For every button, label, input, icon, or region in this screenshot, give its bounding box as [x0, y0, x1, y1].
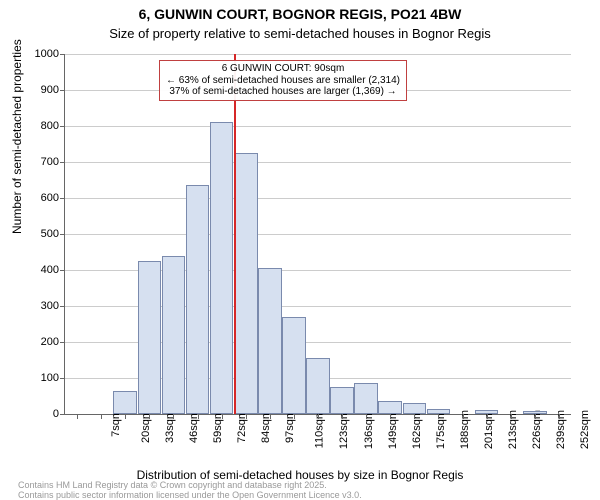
histogram-bar [523, 411, 547, 414]
x-tick-label: 7sqm [109, 410, 121, 437]
gridline [65, 162, 571, 163]
histogram-bar [282, 317, 306, 414]
y-tick-label: 200 [19, 336, 59, 348]
footer-line2: Contains public sector information licen… [18, 491, 362, 500]
x-tick-label: 188sqm [459, 410, 471, 449]
footer: Contains HM Land Registry data © Crown c… [18, 481, 362, 500]
histogram-bar [354, 383, 378, 414]
gridline [65, 198, 571, 199]
y-tick-label: 700 [19, 156, 59, 168]
x-tick-label: 213sqm [507, 410, 519, 449]
plot-area: 010020030040050060070080090010007sqm20sq… [64, 54, 571, 415]
reference-line [234, 54, 236, 414]
y-axis-title: Number of semi-detached properties [10, 39, 24, 234]
chart-subtitle: Size of property relative to semi-detach… [0, 26, 600, 41]
histogram-bar [427, 409, 451, 414]
y-tick-label: 100 [19, 372, 59, 384]
y-tick-label: 900 [19, 84, 59, 96]
gridline [65, 54, 571, 55]
y-tick-label: 0 [19, 408, 59, 420]
x-tick-label: 149sqm [387, 410, 399, 449]
x-tick-label: 252sqm [579, 410, 591, 449]
y-tick-label: 800 [19, 120, 59, 132]
annotation-line1: 6 GUNWIN COURT: 90sqm [166, 63, 400, 75]
histogram-bar [210, 122, 234, 414]
x-tick-label: 175sqm [435, 410, 447, 449]
histogram-bar [378, 401, 402, 414]
x-tick-label: 201sqm [483, 410, 495, 449]
histogram-bar [113, 391, 137, 414]
y-tick-label: 1000 [19, 48, 59, 60]
y-tick-label: 600 [19, 192, 59, 204]
chart-container: 6, GUNWIN COURT, BOGNOR REGIS, PO21 4BW … [0, 0, 600, 500]
y-tick-label: 400 [19, 264, 59, 276]
histogram-bar [162, 256, 186, 414]
annotation-line3: 37% of semi-detached houses are larger (… [166, 86, 400, 98]
x-tick-label: 136sqm [363, 410, 375, 449]
x-tick-label: 162sqm [411, 410, 423, 449]
histogram-bar [138, 261, 162, 414]
x-tick-label: 110sqm [314, 410, 326, 448]
histogram-bar [186, 185, 210, 414]
histogram-bar [330, 387, 354, 414]
histogram-bar [403, 403, 427, 414]
y-tick-label: 300 [19, 300, 59, 312]
chart-title: 6, GUNWIN COURT, BOGNOR REGIS, PO21 4BW [0, 6, 600, 22]
gridline [65, 126, 571, 127]
histogram-bar [475, 410, 499, 414]
y-tick-label: 500 [19, 228, 59, 240]
histogram-bar [258, 268, 282, 414]
gridline [65, 234, 571, 235]
histogram-bar [306, 358, 330, 414]
annotation-line2: ← 63% of semi-detached houses are smalle… [166, 75, 400, 87]
x-tick-label: 239sqm [555, 410, 567, 449]
annotation-box: 6 GUNWIN COURT: 90sqm ← 63% of semi-deta… [159, 60, 407, 101]
x-tick-label: 123sqm [339, 410, 351, 449]
x-tick-label: 226sqm [531, 410, 543, 449]
histogram-bar [234, 153, 258, 414]
